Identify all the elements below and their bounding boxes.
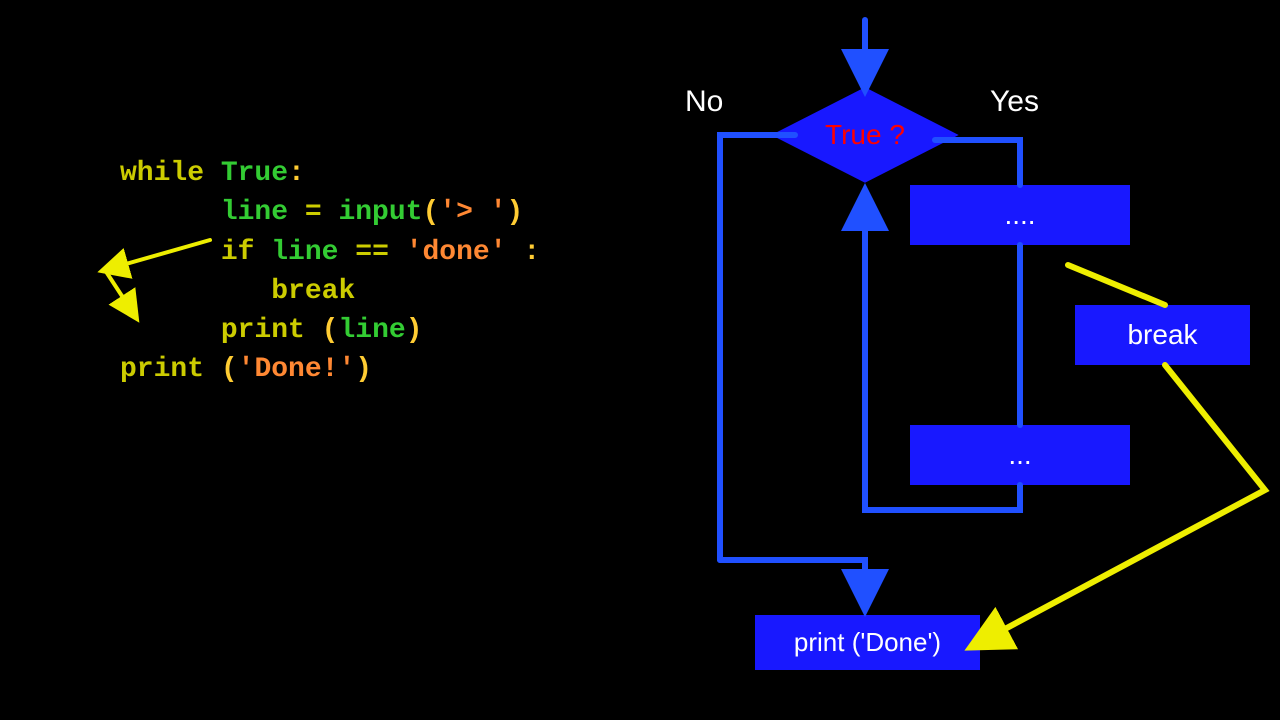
punct-close2: ) [406,315,423,346]
str-done: 'done' [406,237,524,268]
punct-colon2: : [523,237,540,268]
punct-open2: ( [322,315,339,346]
fn-print1: print [221,315,322,346]
str-prompt: '> ' [439,197,506,228]
punct-close3: ) [355,354,372,385]
indent [120,237,221,268]
process-box-1: .... [910,185,1130,245]
label-yes: Yes [990,85,1039,119]
process-box-2: ... [910,425,1130,485]
punct-open: ( [422,197,439,228]
var-line3: line [338,315,405,346]
fn-print2: print [120,354,221,385]
break-box: break [1075,305,1250,365]
kw-while: while [120,158,221,189]
kw-if: if [221,237,271,268]
done-box: print ('Done') [755,615,980,670]
kw-true: True [221,158,288,189]
code-block: while True: line = input('> ') if line =… [120,115,540,389]
var-line: line [221,197,305,228]
decision-text: True ? [825,119,905,151]
kw-break: break [271,276,355,307]
op-eqeq: == [355,237,405,268]
decision-node: True ? [795,95,935,175]
indent [120,315,221,346]
fn-input: input [338,197,422,228]
var-line2: line [271,237,355,268]
punct-open3: ( [221,354,238,385]
op-eq: = [305,197,339,228]
punct-colon1: : [288,158,305,189]
label-no: No [685,85,723,119]
punct-close: ) [507,197,524,228]
indent [120,276,271,307]
indent [120,197,221,228]
str-done2: 'Done!' [238,354,356,385]
